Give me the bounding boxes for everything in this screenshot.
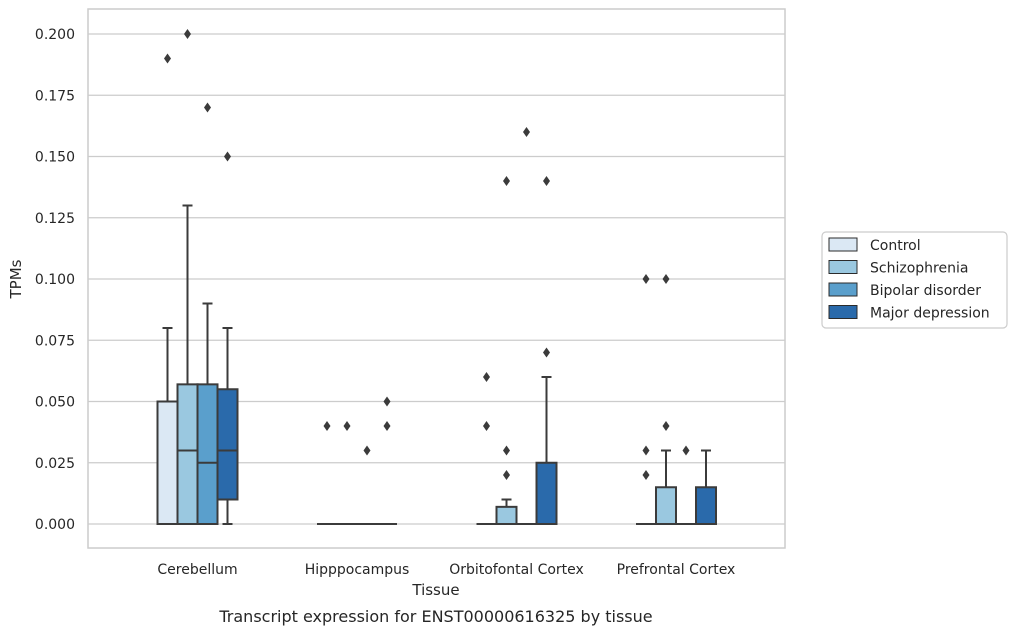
outlier-point [164,53,171,64]
box [655,274,677,525]
y-axis-title: TPMs [7,259,25,299]
outlier-point [483,421,490,431]
y-tick-label: 0.025 [35,456,75,472]
outlier-point [642,445,650,456]
y-axis-ticks: 0.000 0.025 0.050 0.075 0.100 0.125 0.150 0.175… [35,27,75,533]
outlier-point [662,421,670,431]
x-tick-label: Hipppocampus [305,562,410,578]
y-tick-label: 0.200 [35,27,75,43]
box-body [695,486,717,525]
outlier-point [383,396,391,407]
outlier-point [363,445,371,456]
legend-swatch [828,282,858,297]
x-tick-label: Orbitofontal Cortex [449,562,584,578]
outlier-point [503,445,510,456]
box-body [156,400,179,525]
y-tick-label: 0.050 [35,395,75,411]
box [176,29,199,525]
box [476,372,497,525]
box-body [535,461,558,525]
box-groups [156,29,717,526]
box [156,53,179,525]
outlier-point [682,445,690,456]
y-tick-label: 0.150 [35,150,75,166]
box [676,445,696,525]
box [516,127,537,525]
legend-frame [821,231,1008,329]
outlier-point [642,274,650,284]
y-tick-label: 0.075 [35,333,75,349]
box-body [196,383,219,525]
box [357,445,377,525]
box [636,274,656,525]
box [216,151,239,525]
box-body [495,505,518,526]
box-body [655,486,677,525]
box-body [216,388,239,501]
box [377,396,397,525]
legend-swatch [828,237,858,252]
legend-label: Control [870,238,921,254]
plot-frame [87,8,786,549]
outlier-point [184,29,191,39]
outlier-point [343,421,351,431]
x-axis-ticks: Cerebellum Hipppocampus Orbitofontal Corte… [157,562,735,578]
box-body [176,383,199,525]
outlier-point [543,347,550,358]
y-tick-label: 0.125 [35,211,75,227]
box [535,176,558,525]
outlier-point [642,470,650,480]
outlier-point [224,151,231,162]
box [337,421,357,525]
x-tick-label: Cerebellum [157,562,237,578]
outlier-point [383,421,391,431]
box [196,102,219,525]
legend-label: Bipolar disorder [870,283,981,299]
x-tick-label: Prefrontal Cortex [617,562,736,578]
box [495,176,518,526]
legend-label: Schizophrenia [870,261,968,277]
legend-label: Major depression [870,306,990,322]
outlier-point [204,102,211,113]
outlier-point [323,421,331,431]
chart-caption: Transcript expression for ENST0000061632… [218,607,652,626]
y-tick-label: 0.000 [35,517,75,533]
outlier-point [523,127,530,137]
legend: Control Schizophrenia Bipolar disorder Majo… [821,231,1008,329]
y-tick-label: 0.175 [35,88,75,104]
legend-swatch [828,260,858,274]
outlier-point [543,176,550,186]
box [317,421,337,525]
outlier-point [483,372,490,382]
outlier-point [503,470,510,480]
outlier-point [662,274,670,284]
legend-swatch [828,305,858,319]
y-tick-label: 0.100 [35,272,75,288]
x-axis-title: Tissue [411,581,459,599]
box [695,449,717,525]
outlier-point [503,176,510,186]
